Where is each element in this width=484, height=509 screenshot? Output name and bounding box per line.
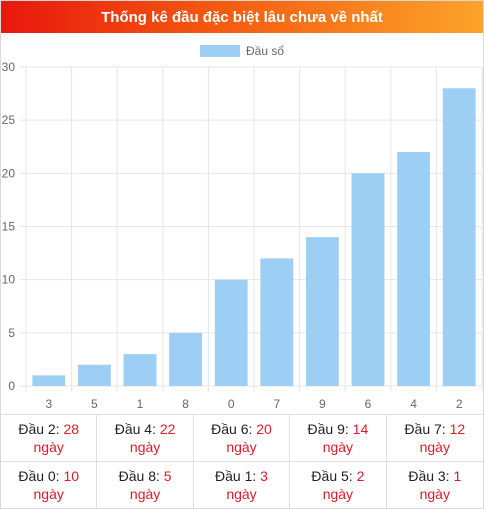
stat-unit: ngày bbox=[322, 486, 354, 502]
stat-cell: Đầu 6: 20 ngày bbox=[193, 414, 291, 461]
stat-unit: ngày bbox=[226, 486, 257, 502]
stat-label: Đầu 8: bbox=[118, 468, 160, 484]
stat-cell: Đầu 3: 1 ngày bbox=[386, 461, 483, 508]
bar-4 bbox=[397, 152, 431, 386]
stat-unit: ngày bbox=[226, 439, 257, 455]
stat-cell: Đầu 1: 3 ngày bbox=[193, 461, 291, 508]
bar-6 bbox=[351, 173, 385, 386]
stat-label: Đầu 3: bbox=[408, 468, 450, 484]
chart-area: Đầu số 0 5 10 15 20 25 30 3 5 1 8 0 7 9 6 4 2 bbox=[1, 34, 483, 414]
stats-grid: Đầu 2: 28 ngày Đầu 4: 22 ngày Đầu 6: 20 ngày Đ… bbox=[1, 414, 483, 508]
stat-value: 12 bbox=[449, 421, 466, 437]
x-tick-label: 2 bbox=[456, 397, 463, 411]
stat-cell: Đầu 4: 22 ngày bbox=[97, 414, 194, 461]
stat-value: 14 bbox=[352, 421, 369, 437]
stat-line: Đầu 3: 1 bbox=[408, 467, 461, 485]
x-tick-label: 6 bbox=[365, 397, 372, 411]
y-tick-label: 25 bbox=[2, 113, 16, 127]
y-tick-label: 20 bbox=[2, 166, 16, 180]
stat-line: Đầu 5: 2 bbox=[311, 467, 364, 485]
stat-line: Đầu 9: 14 bbox=[308, 420, 369, 438]
stat-label: Đầu 0: bbox=[18, 468, 60, 484]
x-tick-label: 5 bbox=[91, 397, 98, 411]
stat-unit: ngày bbox=[33, 439, 64, 455]
stat-unit: ngày bbox=[33, 486, 64, 502]
stat-label: Đầu 1: bbox=[215, 468, 257, 484]
y-tick-label: 15 bbox=[2, 220, 16, 234]
x-tick-label: 7 bbox=[273, 397, 280, 411]
stat-value: 22 bbox=[159, 421, 176, 437]
stat-line: Đầu 7: 12 bbox=[404, 420, 465, 438]
stat-unit: ngày bbox=[322, 439, 354, 455]
stat-cell: Đầu 8: 5 ngày bbox=[97, 461, 194, 508]
stat-line: Đầu 6: 20 bbox=[211, 420, 272, 438]
stat-label: Đầu 2: bbox=[18, 421, 60, 437]
bar-1 bbox=[123, 354, 157, 386]
y-tick-label: 30 bbox=[2, 60, 16, 74]
bar-3 bbox=[32, 375, 66, 386]
stat-label: Đầu 4: bbox=[114, 421, 156, 437]
x-tick-label: 4 bbox=[410, 397, 417, 411]
x-tick-label: 9 bbox=[319, 397, 326, 411]
stat-value: 28 bbox=[63, 421, 80, 437]
chart-title: Thống kê đầu đặc biệt lâu chưa về nhất bbox=[1, 1, 483, 33]
stat-cell: Đầu 2: 28 ngày bbox=[1, 414, 98, 461]
stat-value: 1 bbox=[453, 468, 462, 484]
y-tick-label: 5 bbox=[8, 326, 15, 340]
bar-0 bbox=[214, 279, 248, 386]
stat-line: Đầu 4: 22 bbox=[115, 420, 176, 438]
stat-line: Đầu 2: 28 bbox=[18, 420, 79, 438]
x-tick-label: 3 bbox=[45, 397, 52, 411]
stat-value: 3 bbox=[260, 468, 268, 484]
stat-cell: Đầu 5: 2 ngày bbox=[290, 461, 387, 508]
stat-cell: Đầu 7: 12 ngày bbox=[386, 414, 483, 461]
stat-line: Đầu 1: 3 bbox=[215, 467, 268, 485]
bar-7 bbox=[260, 258, 294, 386]
bar-5 bbox=[77, 364, 111, 386]
stat-unit: ngày bbox=[419, 486, 450, 502]
legend-label: Đầu số bbox=[246, 44, 284, 58]
stat-unit: ngày bbox=[419, 439, 450, 455]
stat-value: 5 bbox=[163, 468, 172, 484]
stat-value: 20 bbox=[256, 421, 272, 437]
bar-8 bbox=[169, 332, 203, 386]
stat-unit: ngày bbox=[129, 486, 161, 502]
x-tick-label: 1 bbox=[137, 397, 144, 411]
stat-line: Đầu 0: 10 bbox=[18, 467, 79, 485]
x-tick-label: 0 bbox=[228, 397, 235, 411]
stat-label: Đầu 5: bbox=[311, 468, 353, 484]
bar-9 bbox=[305, 237, 339, 386]
stat-line: Đầu 8: 5 bbox=[119, 467, 172, 485]
y-tick-label: 10 bbox=[2, 273, 16, 287]
stat-label: Đầu 6: bbox=[211, 421, 253, 437]
stat-cell: Đầu 9: 14 ngày bbox=[290, 414, 387, 461]
stat-cell: Đầu 0: 10 ngày bbox=[1, 461, 98, 508]
x-tick-label: 8 bbox=[182, 397, 189, 411]
bar-2 bbox=[442, 88, 476, 386]
stat-label: Đầu 7: bbox=[404, 421, 446, 437]
stat-value: 10 bbox=[63, 468, 80, 484]
legend-swatch bbox=[200, 45, 240, 57]
y-tick-label: 0 bbox=[8, 379, 15, 393]
stat-value: 2 bbox=[356, 468, 365, 484]
stat-label: Đầu 9: bbox=[307, 421, 349, 437]
stat-unit: ngày bbox=[129, 439, 161, 455]
